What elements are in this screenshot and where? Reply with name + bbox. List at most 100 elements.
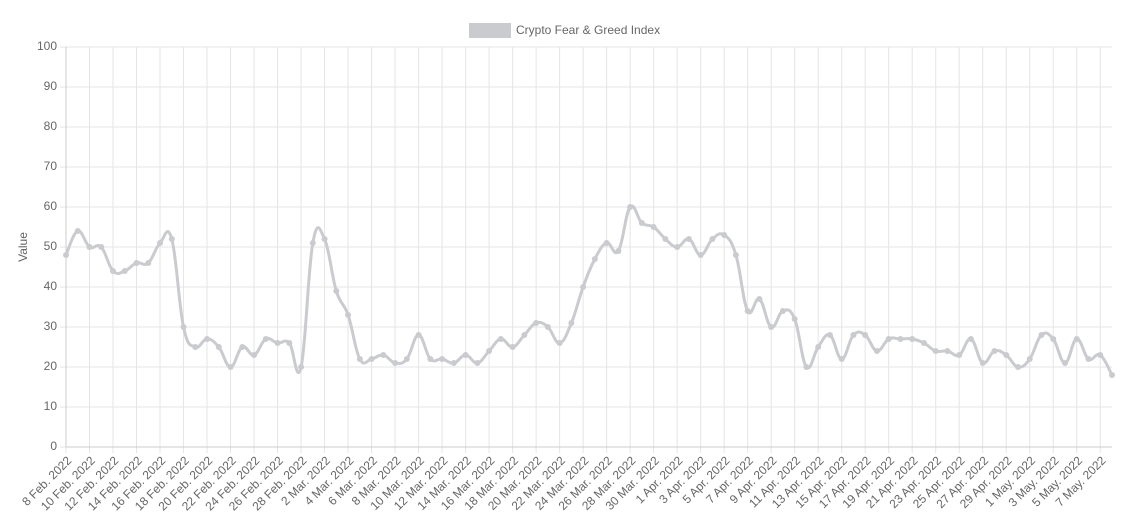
data-point [262, 336, 269, 342]
data-point [709, 236, 716, 242]
data-point [145, 260, 152, 266]
data-point [157, 240, 164, 246]
data-point [215, 344, 222, 350]
data-point [227, 364, 234, 370]
legend-swatch[interactable] [469, 23, 511, 38]
data-point [474, 360, 481, 366]
data-point [321, 236, 328, 242]
data-point [274, 340, 281, 346]
data-point [98, 244, 105, 250]
data-point [591, 256, 598, 262]
data-point [650, 224, 657, 230]
data-point [862, 332, 869, 338]
data-point [967, 336, 974, 342]
data-point [920, 340, 927, 346]
data-point [756, 296, 763, 302]
data-point [204, 336, 211, 342]
data-point [909, 336, 916, 342]
data-point [251, 352, 258, 358]
y-tick-label: 0 [50, 439, 57, 453]
data-point [133, 260, 140, 266]
data-point [697, 252, 704, 258]
data-point [380, 352, 387, 358]
data-point [298, 364, 305, 370]
data-point [333, 288, 340, 294]
data-point [815, 344, 822, 350]
data-point [556, 340, 563, 346]
data-point [732, 252, 739, 258]
y-tick-label: 90 [44, 79, 58, 93]
data-point [427, 356, 434, 362]
data-point [627, 204, 634, 210]
data-point [1014, 364, 1021, 370]
data-point [873, 348, 880, 354]
data-point [615, 248, 622, 254]
data-point [1061, 360, 1068, 366]
data-point [286, 340, 293, 346]
data-point [509, 344, 516, 350]
data-point [86, 244, 93, 250]
data-point [239, 344, 246, 350]
data-point [944, 348, 951, 354]
data-point [721, 232, 728, 238]
data-point [1026, 356, 1033, 362]
data-point [1073, 336, 1080, 342]
data-point [791, 316, 798, 322]
y-tick-label: 40 [44, 279, 58, 293]
data-point [168, 236, 175, 242]
data-point [309, 240, 316, 246]
data-point [180, 324, 187, 330]
data-point [1109, 372, 1115, 378]
y-tick-label: 50 [44, 239, 58, 253]
data-point [744, 308, 751, 314]
y-tick-label: 80 [44, 119, 58, 133]
data-point [991, 348, 998, 354]
data-point [415, 332, 422, 338]
data-point [956, 352, 963, 358]
data-point [850, 332, 857, 338]
data-point [63, 252, 69, 258]
data-point [803, 364, 810, 370]
data-point [521, 332, 528, 338]
data-point [662, 236, 669, 242]
data-point [450, 360, 457, 366]
legend-label[interactable]: Crypto Fear & Greed Index [516, 23, 660, 37]
y-tick-label: 60 [44, 199, 58, 213]
y-tick-label: 30 [44, 319, 58, 333]
data-point [779, 308, 786, 314]
data-point [1085, 356, 1092, 362]
data-point [462, 352, 469, 358]
data-point [885, 336, 892, 342]
data-point [110, 268, 117, 274]
data-point [356, 356, 363, 362]
data-point [74, 228, 81, 234]
data-point [826, 332, 833, 338]
data-point [345, 312, 352, 318]
data-point [392, 360, 399, 366]
y-tick-label: 70 [44, 159, 58, 173]
data-point [568, 320, 575, 326]
y-tick-label: 20 [44, 359, 58, 373]
data-point [897, 336, 904, 342]
data-point [533, 320, 540, 326]
data-point [838, 356, 845, 362]
data-point [603, 240, 610, 246]
data-point [674, 244, 681, 250]
data-point [979, 360, 986, 366]
y-axis-title: Value [16, 232, 30, 262]
data-point [932, 348, 939, 354]
data-point [685, 236, 692, 242]
data-point [439, 356, 446, 362]
data-line [64, 204, 1114, 376]
data-point [403, 356, 410, 362]
data-point [1097, 352, 1104, 358]
data-point [544, 324, 551, 330]
data-point [121, 268, 128, 274]
data-point [768, 324, 775, 330]
data-point [368, 356, 375, 362]
y-tick-label: 10 [44, 399, 58, 413]
data-point [1003, 352, 1010, 358]
data-point [638, 220, 645, 226]
data-point [1038, 332, 1045, 338]
